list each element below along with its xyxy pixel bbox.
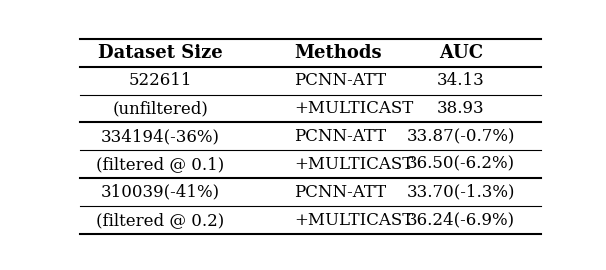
Text: (filtered @ 0.1): (filtered @ 0.1)	[96, 156, 224, 173]
Text: 36.50(-6.2%): 36.50(-6.2%)	[407, 156, 515, 173]
Text: (filtered @ 0.2): (filtered @ 0.2)	[96, 212, 224, 229]
Text: 310039(-41%): 310039(-41%)	[101, 184, 220, 201]
Text: 334194(-36%): 334194(-36%)	[101, 128, 220, 145]
Text: PCNN-ATT: PCNN-ATT	[294, 72, 386, 89]
Text: 522611: 522611	[128, 72, 192, 89]
Text: 34.13: 34.13	[437, 72, 485, 89]
Text: PCNN-ATT: PCNN-ATT	[294, 184, 386, 201]
Text: +MULTICAST: +MULTICAST	[294, 156, 413, 173]
Text: +MULTICAST: +MULTICAST	[294, 212, 413, 229]
Text: +MULTICAST: +MULTICAST	[294, 100, 413, 117]
Text: PCNN-ATT: PCNN-ATT	[294, 128, 386, 145]
Text: Methods: Methods	[294, 44, 382, 62]
Text: 36.24(-6.9%): 36.24(-6.9%)	[407, 212, 515, 229]
Text: AUC: AUC	[439, 44, 483, 62]
Text: 38.93: 38.93	[437, 100, 485, 117]
Text: 33.87(-0.7%): 33.87(-0.7%)	[407, 128, 515, 145]
Text: Dataset Size: Dataset Size	[98, 44, 222, 62]
Text: 33.70(-1.3%): 33.70(-1.3%)	[407, 184, 515, 201]
Text: (unfiltered): (unfiltered)	[112, 100, 208, 117]
